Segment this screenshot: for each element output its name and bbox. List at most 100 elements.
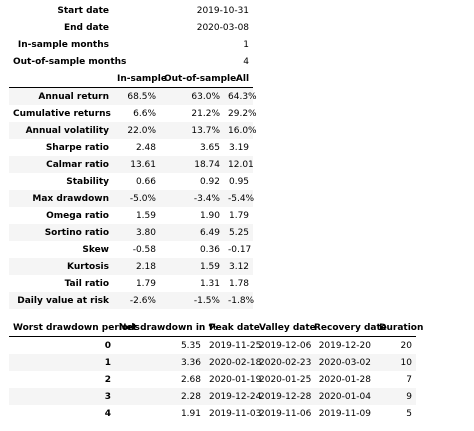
drawdown-column-header: Peak date <box>205 319 260 337</box>
meta-row: In-sample months 1 <box>9 36 253 53</box>
drawdown-cell: 2020-02-23 <box>255 354 311 371</box>
perf-cell: -5.4% <box>224 190 254 207</box>
perf-cell: 29.2% <box>228 108 257 119</box>
meta-label: End date <box>63 22 109 33</box>
perf-cell: -3.4% <box>160 190 224 207</box>
drawdown-cell: 5 <box>406 408 412 419</box>
perf-row: Calmar ratio 13.61 18.74 12.01 <box>9 156 254 173</box>
perf-row-label: Sharpe ratio <box>45 142 109 153</box>
perf-cell: 6.49 <box>160 224 224 241</box>
perf-cell: 12.01 <box>224 156 254 173</box>
perf-cell: 18.74 <box>160 156 224 173</box>
perf-row: Omega ratio 1.59 1.90 1.79 <box>9 207 253 224</box>
perf-cell: -0.58 <box>132 244 156 255</box>
drawdown-row-index: 0 <box>104 340 111 351</box>
perf-cell: 1.31 <box>199 278 220 289</box>
perf-cell: 1.59 <box>135 210 156 221</box>
perf-cell: 16.0% <box>224 122 257 139</box>
drawdown-cell: 2020-01-28 <box>318 374 371 385</box>
perf-cell: -1.8% <box>224 292 254 309</box>
perf-row-label: Max drawdown <box>9 190 113 207</box>
perf-row: Max drawdown -5.0% -3.4% -5.4% <box>9 190 254 207</box>
perf-column-header-row: In-sample Out-of-sample All <box>9 70 254 88</box>
perf-row-label: Tail ratio <box>64 278 109 289</box>
perf-row: Sharpe ratio 2.48 3.65 3.19 <box>9 139 253 156</box>
drawdown-cell: 7 <box>406 374 412 385</box>
perf-cell: 1.78 <box>228 278 250 289</box>
perf-row-label: Daily value at risk <box>9 292 113 309</box>
perf-row: Daily value at risk -2.6% -1.5% -1.8% <box>9 292 254 309</box>
perf-cell: 3.19 <box>228 142 250 153</box>
drawdown-row: 3 2.28 2019-12-24 2019-12-28 2020-01-04 9 <box>9 388 416 405</box>
drawdown-cell: 2020-01-04 <box>310 388 375 405</box>
perf-cell: 1.79 <box>228 210 250 221</box>
meta-label: Out-of-sample months <box>13 56 127 67</box>
perf-cell: -0.17 <box>228 244 252 255</box>
meta-row: Start date 2019-10-31 <box>9 2 253 19</box>
perf-row-label: Cumulative returns <box>13 108 111 119</box>
perf-cell: 64.3% <box>224 87 257 105</box>
drawdown-cell: 20 <box>400 340 412 351</box>
drawdown-cell: 2019-11-25 <box>209 340 262 351</box>
meta-value: 1 <box>243 39 250 50</box>
drawdown-periods-table: Worst drawdown periods Net drawdown in %… <box>9 319 423 423</box>
perf-row: Tail ratio 1.79 1.31 1.78 <box>9 275 253 292</box>
drawdown-column-header: Net drawdown in % <box>115 319 217 337</box>
perf-cell: -5.0% <box>113 190 160 207</box>
perf-cell: 13.61 <box>113 156 160 173</box>
drawdown-row: 2 2.68 2020-01-19 2020-01-25 2020-01-28 7 <box>9 371 416 388</box>
meta-value: 2019-10-31 <box>196 5 250 16</box>
drawdown-cell: 1.91 <box>180 408 201 419</box>
perf-cell: 3.12 <box>224 258 254 275</box>
drawdown-cell: 2019-11-03 <box>209 408 262 419</box>
perf-cell: -2.6% <box>113 292 160 309</box>
perf-cell: 0.95 <box>228 176 250 187</box>
drawdown-cell: 2020-01-19 <box>209 374 262 385</box>
drawdown-body: 0 5.35 2019-11-25 2019-12-06 2019-12-20 20 1 3.… <box>9 337 416 423</box>
perf-cell: 2.18 <box>113 258 160 275</box>
perf-cell: 1.90 <box>199 210 220 221</box>
drawdown-cell: 9 <box>375 388 416 405</box>
drawdown-cell: 2020-02-18 <box>205 354 261 371</box>
perf-cell: 6.6% <box>133 108 156 119</box>
perf-row: Skew -0.58 0.36 -0.17 <box>9 241 253 258</box>
perf-row-label: Annual volatility <box>9 122 113 139</box>
perf-cell: 1.59 <box>160 258 224 275</box>
drawdown-cell: 2019-12-20 <box>318 340 371 351</box>
drawdown-cell: 2019-12-24 <box>205 388 261 405</box>
perf-cell: 13.7% <box>160 122 224 139</box>
perf-body: Annual return 68.5% 63.0% 64.3% Cumulative r… <box>9 87 257 309</box>
perf-row-label: Calmar ratio <box>9 156 113 173</box>
drawdown-row-index: 2 <box>104 374 111 385</box>
drawdown-cell: 5.35 <box>180 340 201 351</box>
perf-cell: 21.2% <box>191 108 220 119</box>
drawdown-cell: 2020-03-02 <box>310 354 375 371</box>
drawdown-cell: 10 <box>375 354 416 371</box>
drawdown-column-header: Duration <box>375 319 423 337</box>
drawdown-row: 0 5.35 2019-11-25 2019-12-06 2019-12-20 20 <box>9 337 416 355</box>
perf-cell: 0.36 <box>199 244 220 255</box>
performance-stats-table: Start date 2019-10-31 End date 2020-03-0… <box>9 2 257 309</box>
perf-cell: 0.92 <box>199 176 220 187</box>
perf-row-label: Kurtosis <box>9 258 113 275</box>
drawdown-cell: 2019-11-09 <box>318 408 371 419</box>
perf-column-header: All <box>224 70 254 88</box>
perf-cell: 5.25 <box>224 224 254 241</box>
drawdown-row-index: 4 <box>104 408 111 419</box>
perf-row: Stability 0.66 0.92 0.95 <box>9 173 253 190</box>
perf-column-header <box>9 70 113 88</box>
perf-cell: 22.0% <box>113 122 160 139</box>
drawdown-column-header-row: Worst drawdown periods Net drawdown in %… <box>9 319 423 337</box>
perf-row: Sortino ratio 3.80 6.49 5.25 <box>9 224 254 241</box>
drawdown-cell: 2019-11-06 <box>259 408 312 419</box>
drawdown-row: 1 3.36 2020-02-18 2020-02-23 2020-03-02 10 <box>9 354 416 371</box>
drawdown-cell: 2019-12-06 <box>259 340 312 351</box>
perf-cell: 63.0% <box>160 87 224 105</box>
perf-row: Cumulative returns 6.6% 21.2% 29.2% <box>9 105 257 122</box>
perf-cell: 3.80 <box>113 224 160 241</box>
meta-row: End date 2020-03-08 <box>9 19 253 36</box>
drawdown-column-header: Valley date <box>255 319 316 337</box>
perf-column-header: Out-of-sample <box>160 70 236 88</box>
drawdown-cell: 2.28 <box>115 388 205 405</box>
perf-cell: 1.79 <box>135 278 156 289</box>
